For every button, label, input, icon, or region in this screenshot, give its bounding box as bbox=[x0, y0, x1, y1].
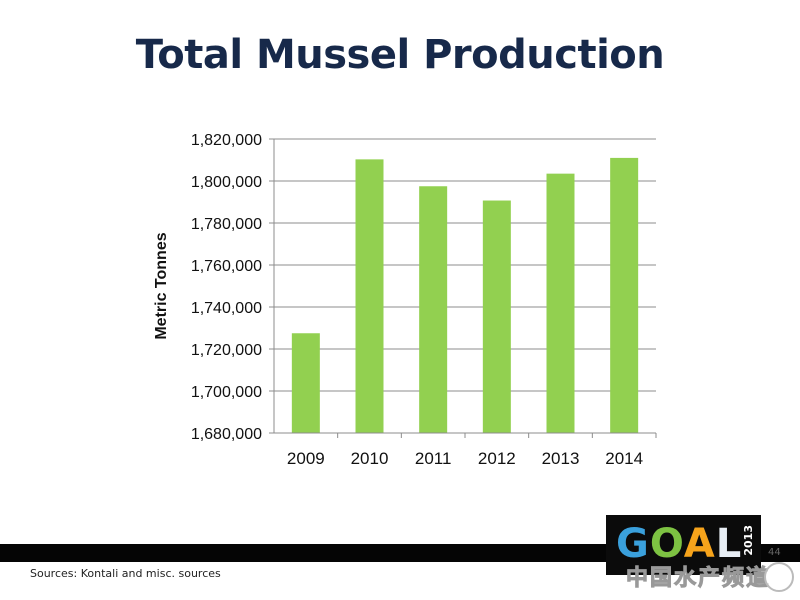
y-tick-label: 1,820,000 bbox=[191, 132, 262, 149]
logo-year: 2013 bbox=[742, 525, 755, 556]
watermark-globe-icon bbox=[764, 562, 794, 592]
y-tick-label: 1,800,000 bbox=[191, 174, 262, 191]
y-tick-label: 1,680,000 bbox=[191, 426, 262, 443]
goal-logo: GOAL 2013 bbox=[606, 515, 761, 575]
goal-logo-letters: GOAL bbox=[616, 521, 742, 567]
y-tick-label: 1,720,000 bbox=[191, 342, 262, 359]
y-tick-label: 1,760,000 bbox=[191, 258, 262, 275]
y-tick-label: 1,740,000 bbox=[191, 300, 262, 317]
x-tick-label: 2009 bbox=[287, 449, 325, 468]
y-tick-label: 1,780,000 bbox=[191, 216, 262, 233]
y-tick-label: 1,700,000 bbox=[191, 384, 262, 401]
bar-2012 bbox=[482, 200, 511, 433]
x-tick-label: 2011 bbox=[415, 449, 452, 468]
x-tick-label: 2012 bbox=[478, 449, 516, 468]
x-tick-label: 2014 bbox=[605, 449, 643, 468]
logo-letter-g: G bbox=[616, 521, 650, 567]
sources-note: Sources: Kontali and misc. sources bbox=[30, 567, 221, 580]
footer-bar bbox=[0, 544, 800, 562]
logo-letter-l: L bbox=[715, 521, 743, 567]
bar-2010 bbox=[355, 159, 384, 433]
logo-letter-a: A bbox=[683, 521, 716, 567]
bar-2009 bbox=[291, 333, 320, 433]
watermark-text: 中国水产频道 bbox=[625, 566, 770, 592]
logo-letter-o: O bbox=[649, 521, 684, 567]
x-tick-label: 2010 bbox=[351, 449, 389, 468]
page-number: 44 bbox=[768, 547, 781, 558]
x-tick-label: 2013 bbox=[542, 449, 580, 468]
bar-2013 bbox=[546, 173, 575, 433]
slide-title: Total Mussel Production bbox=[135, 32, 665, 78]
bar-2011 bbox=[419, 186, 448, 433]
bar-chart: 1,680,000 1,700,000 1,720,000 1,740,000 1,76… bbox=[153, 132, 657, 468]
y-axis-label: Metric Tonnes bbox=[153, 232, 170, 339]
bar-2014 bbox=[610, 157, 639, 433]
